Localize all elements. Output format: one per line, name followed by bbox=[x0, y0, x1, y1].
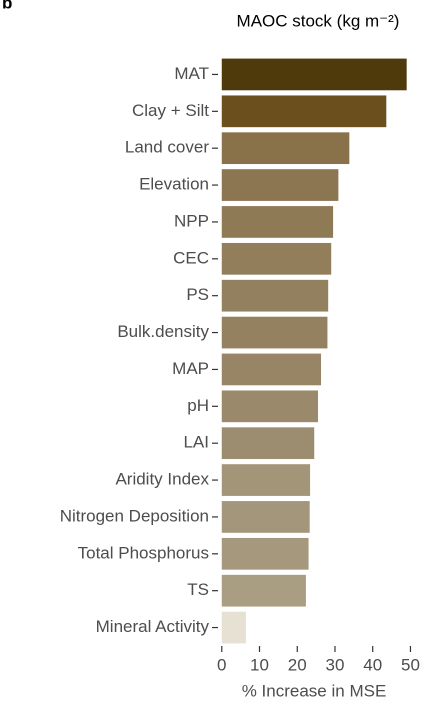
bar bbox=[221, 279, 329, 312]
bar bbox=[221, 464, 311, 496]
x-tick-label: 40 bbox=[363, 655, 382, 674]
y-tick-label: TS bbox=[187, 580, 209, 599]
panel-label: b bbox=[2, 0, 12, 12]
bar bbox=[221, 353, 322, 386]
bar bbox=[221, 501, 310, 533]
y-tick-label: Bulk.density bbox=[117, 322, 209, 341]
y-tick-label: Clay + Silt bbox=[132, 101, 209, 120]
bar bbox=[221, 206, 334, 238]
x-tick-label: 10 bbox=[250, 655, 269, 674]
bar bbox=[221, 390, 318, 423]
y-tick-label: LAI bbox=[183, 433, 209, 452]
y-tick-label: NPP bbox=[174, 211, 209, 230]
x-axis-label: % Increase in MSE bbox=[242, 681, 387, 700]
bar bbox=[221, 427, 315, 460]
y-tick-label: PS bbox=[186, 285, 209, 304]
y-tick-label: Mineral Activity bbox=[96, 617, 210, 636]
bar bbox=[221, 316, 328, 349]
y-tick-label: Total Phosphorus bbox=[78, 543, 209, 562]
bar bbox=[221, 574, 306, 607]
bar bbox=[221, 95, 387, 128]
y-tick-label: Land cover bbox=[125, 138, 209, 157]
y-tick-label: MAP bbox=[172, 359, 209, 378]
x-tick-label: 50 bbox=[401, 655, 420, 674]
y-tick-label: CEC bbox=[173, 248, 209, 267]
y-tick-label: MAT bbox=[174, 64, 209, 83]
bar bbox=[221, 169, 339, 201]
bar bbox=[221, 58, 407, 91]
x-tick-label: 30 bbox=[326, 655, 345, 674]
y-tick-label: Aridity Index bbox=[115, 470, 209, 489]
bar bbox=[221, 537, 309, 570]
x-tick-label: 0 bbox=[217, 655, 226, 674]
y-tick-label: Elevation bbox=[139, 175, 209, 194]
bar bbox=[221, 611, 246, 644]
chart-title: MAOC stock (kg m⁻²) bbox=[237, 11, 400, 30]
y-tick-label: pH bbox=[187, 396, 209, 415]
x-tick-label: 20 bbox=[288, 655, 307, 674]
bar bbox=[221, 242, 332, 275]
y-tick-label: Nitrogen Deposition bbox=[60, 506, 209, 525]
bar bbox=[221, 132, 350, 165]
